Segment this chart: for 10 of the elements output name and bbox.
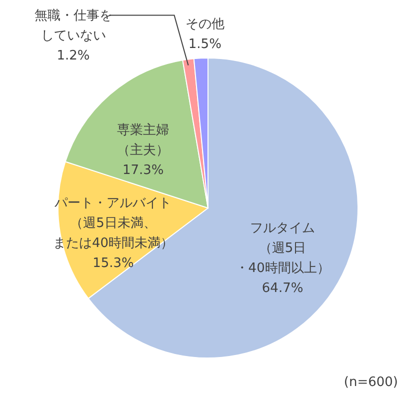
slice-label: フルタイム（週5日・40時間以上）	[235, 221, 330, 276]
slice-label: 無職・仕事をしていない	[34, 8, 112, 44]
text: (n=600)	[344, 375, 398, 390]
slice-label: その他	[185, 17, 224, 32]
slice-label: 専業主婦（主夫）	[117, 122, 170, 158]
data-label: 17.3%	[122, 162, 164, 178]
data-label: 15.3%	[92, 256, 134, 271]
data-label: 1.2%	[56, 48, 90, 64]
data-label: 1.5%	[188, 37, 222, 52]
data-label: 64.7%	[262, 281, 304, 296]
